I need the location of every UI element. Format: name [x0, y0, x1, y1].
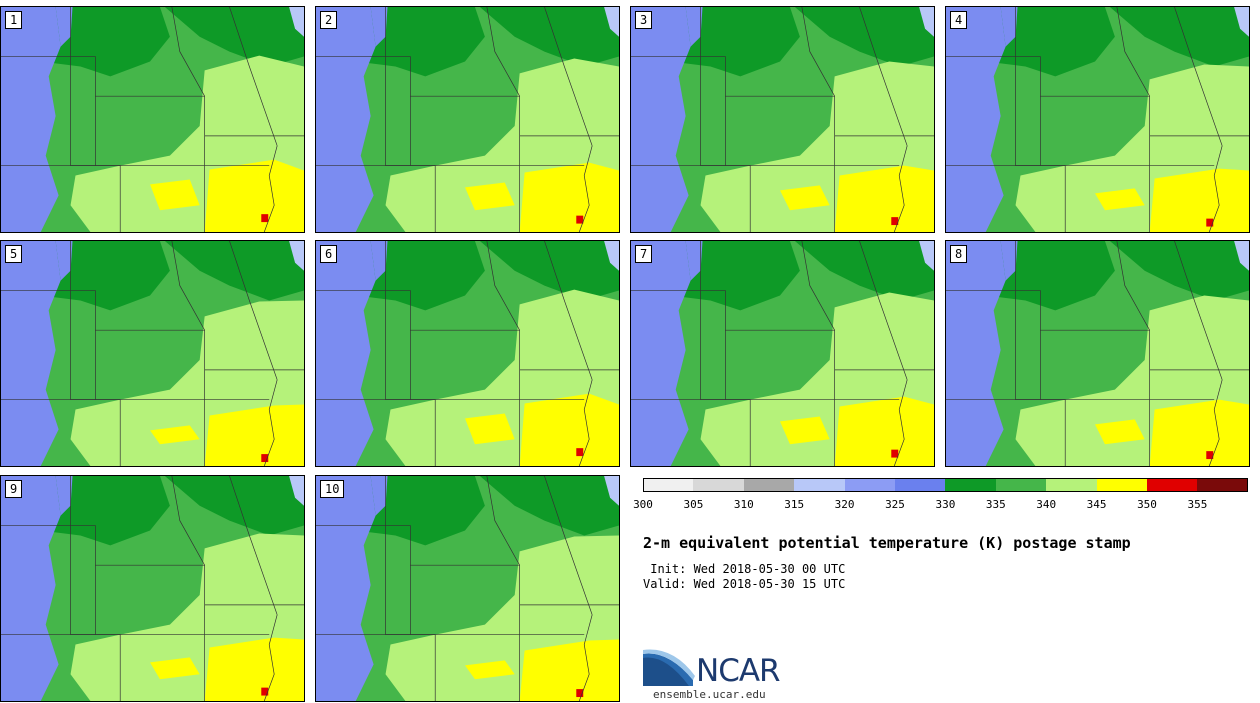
member-number-label: 4: [950, 11, 968, 29]
ensemble-member-map: 1: [0, 6, 305, 233]
colorbar-bin: [693, 478, 744, 492]
logo-wordmark: NCAR: [696, 653, 781, 689]
ensemble-member-map: 5: [0, 240, 305, 467]
colorbar-bin: [995, 478, 1047, 492]
colorbar-outline: [643, 478, 1248, 492]
member-number-label: 2: [320, 11, 338, 29]
ncar-logo-icon: [643, 649, 695, 686]
source-url: ensemble.ucar.edu: [653, 688, 766, 701]
member-number-label: 6: [320, 245, 338, 263]
colorbar-bin: [1046, 478, 1097, 492]
colorbar-tick-label: 300: [633, 498, 653, 511]
member-number-label: 3: [635, 11, 653, 29]
colorbar-bin: [1147, 478, 1198, 492]
colorbar-tick-label: 350: [1137, 498, 1157, 511]
member-number-label: 5: [5, 245, 23, 263]
colorbar-tick-label: 315: [784, 498, 805, 511]
colorbar-bin: [794, 478, 845, 492]
colorbar-bin: [1197, 478, 1248, 492]
colorbar-bin: [643, 478, 694, 492]
colorbar-tick-label: 340: [1036, 498, 1057, 511]
ensemble-member-map: 4: [945, 6, 1250, 233]
member-number-label: 7: [635, 245, 653, 263]
member-number-label: 8: [950, 245, 968, 263]
ensemble-member-map: 10: [315, 475, 620, 702]
colorbar-bin: [844, 478, 895, 492]
colorbar-tick-label: 330: [935, 498, 956, 511]
colorbar-bin: [895, 478, 946, 492]
colorbar-bin: [1096, 478, 1147, 492]
ensemble-member-map: 3: [630, 6, 935, 233]
colorbar-tick-label: 320: [834, 498, 855, 511]
ensemble-member-map: 2: [315, 6, 620, 233]
figure-title: 2-m equivalent potential temperature (K)…: [643, 534, 1131, 552]
colorbar-tick-label: 310: [733, 498, 754, 511]
ensemble-member-map: 9: [0, 475, 305, 702]
ensemble-member-map: 7: [630, 240, 935, 467]
colorbar-bin: [945, 478, 996, 492]
member-number-label: 10: [320, 480, 345, 498]
ensemble-member-map: 8: [945, 240, 1250, 467]
valid-time: Valid: Wed 2018-05-30 15 UTC: [643, 577, 846, 591]
colorbar-tick-label: 305: [683, 498, 704, 511]
colorbar-tick-label: 325: [885, 498, 905, 511]
member-number-label: 9: [5, 480, 23, 498]
colorbar-tick-label: 345: [1086, 498, 1107, 511]
ensemble-member-map: 6: [315, 240, 620, 467]
colorbar-bin: [743, 478, 795, 492]
colorbar-tick-label: 355: [1187, 498, 1208, 511]
init-time: Init: Wed 2018-05-30 00 UTC: [643, 562, 846, 576]
member-number-label: 1: [5, 11, 23, 29]
colorbar-tick-label: 335: [985, 498, 1006, 511]
